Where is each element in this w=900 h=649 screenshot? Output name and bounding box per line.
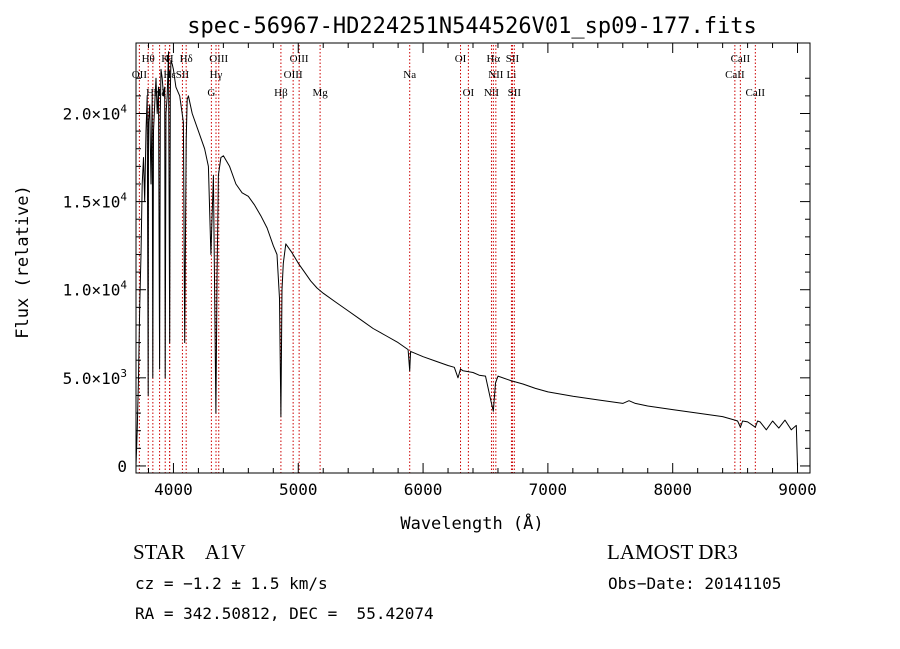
emission-line-label: CaII <box>746 87 766 99</box>
emission-line-label: Hδ <box>180 53 193 65</box>
emission-line-label: SII <box>176 69 190 81</box>
emission-line-label: OI <box>455 53 467 65</box>
x-tick-label: 6000 <box>404 480 443 499</box>
y-tick-mantissa: 1.5×10 <box>63 193 121 212</box>
y-tick-exponent: 4 <box>120 102 127 115</box>
x-tick-label: 9000 <box>778 480 817 499</box>
object-class: STAR A1V <box>133 540 246 564</box>
x-axis-label: Wavelength (Å) <box>400 512 543 534</box>
y-tick-mantissa: 2.0×10 <box>63 104 121 123</box>
emission-line-label: CaII <box>725 69 745 81</box>
y-tick-exponent: 3 <box>120 367 127 380</box>
emission-line-label: CaII <box>731 53 751 65</box>
y-tick-exponent: 4 <box>120 191 127 204</box>
y-tick-mantissa: 1.0×10 <box>63 281 121 300</box>
x-tick-label: 8000 <box>653 480 692 499</box>
emission-line-label: NII <box>484 87 500 99</box>
y-tick-mantissa: 5.0×10 <box>63 369 121 388</box>
emission-line-label: Mg <box>312 87 328 99</box>
emission-line-label: Hγ <box>210 69 223 81</box>
x-tick-label: 7000 <box>529 480 568 499</box>
spectrum-line <box>135 51 798 467</box>
emission-line-label: OIII <box>284 69 303 81</box>
emission-line-label: OIII <box>290 53 309 65</box>
emission-line-label: SII <box>506 53 520 65</box>
emission-line-label: Hθ <box>142 53 155 65</box>
y-tick-label: 0 <box>117 457 127 476</box>
axes: 4000 5000 6000 7000 8000 900005.0×1031.0×1041… <box>63 42 817 499</box>
emission-line-label: K <box>161 53 169 65</box>
emission-line-label: Hα <box>486 53 500 65</box>
series-layer <box>135 51 798 467</box>
redshift-velocity: cz = −1.2 ± 1.5 km/s <box>135 574 328 593</box>
x-tick-label: 5000 <box>279 480 318 499</box>
y-tick-mantissa: 0 <box>117 457 127 476</box>
y-tick-exponent: 4 <box>120 279 127 292</box>
plot-frame <box>135 42 811 474</box>
emission-line-label: Na <box>403 69 416 81</box>
emission-line-label: SII <box>508 87 522 99</box>
y-tick-label: 5.0×103 <box>63 367 127 388</box>
y-tick-label: 2.0×104 <box>63 102 128 123</box>
y-axis-label: Flux (relative) <box>13 185 33 339</box>
emission-line-label: Hε <box>163 69 176 81</box>
emission-line-label: OIII <box>209 53 228 65</box>
emission-line-label: Li <box>507 69 517 81</box>
x-tick-label: 4000 <box>154 480 193 499</box>
emission-line-label: OI <box>463 87 475 99</box>
emission-line-label: OII <box>132 69 148 81</box>
survey-name: LAMOST DR3 <box>607 540 738 564</box>
observation-date: Obs−Date: 20141105 <box>608 574 782 593</box>
coordinates: RA = 342.50812, DEC = 55.42074 <box>135 604 434 623</box>
emission-line-label: NII <box>488 69 504 81</box>
y-tick-label: 1.5×104 <box>63 191 128 212</box>
emission-line-label: Hβ <box>274 87 288 99</box>
emission-line-label: G <box>207 87 215 99</box>
y-tick-label: 1.0×104 <box>63 279 128 300</box>
chart-title: spec-56967-HD224251N544526V01_sp09-177.f… <box>187 14 757 39</box>
